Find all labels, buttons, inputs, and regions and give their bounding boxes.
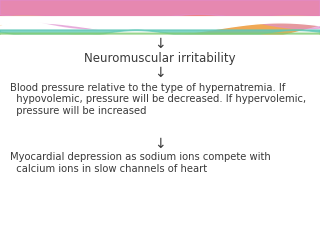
Text: ↓: ↓	[154, 137, 166, 151]
Text: Blood pressure relative to the type of hypernatremia. If
  hypovolemic, pressure: Blood pressure relative to the type of h…	[10, 83, 306, 116]
Text: Neuromuscular irritability: Neuromuscular irritability	[84, 52, 236, 65]
Text: ↓: ↓	[154, 66, 166, 80]
Text: ↓: ↓	[154, 37, 166, 51]
Text: Myocardial depression as sodium ions compete with
  calcium ions in slow channel: Myocardial depression as sodium ions com…	[10, 152, 270, 174]
